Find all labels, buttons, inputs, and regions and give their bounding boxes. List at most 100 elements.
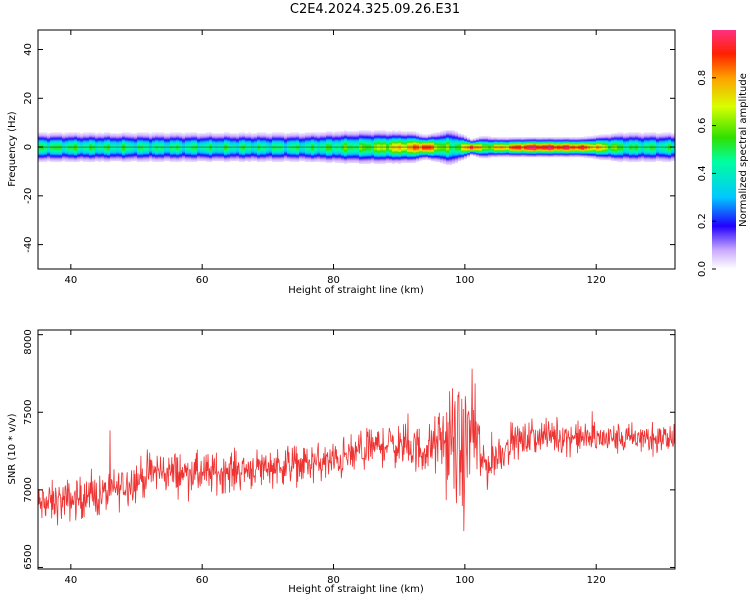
- heatmap-cell: [341, 147, 344, 149]
- heatmap-cell: [98, 132, 101, 134]
- heatmap-cell: [374, 149, 377, 152]
- heatmap-cell: [539, 142, 542, 144]
- heatmap-cell: [452, 144, 455, 146]
- heatmap-cell: [206, 158, 209, 161]
- heatmap-cell: [356, 136, 359, 138]
- heatmap-cell: [281, 133, 284, 135]
- heatmap-cell: [398, 159, 401, 162]
- heatmap-cell: [137, 160, 140, 163]
- heatmap-cell: [368, 133, 371, 135]
- heatmap-cell: [170, 159, 173, 162]
- heatmap-cell: [467, 147, 470, 149]
- heatmap-cell: [473, 154, 476, 157]
- heatmap-cell: [326, 155, 329, 158]
- heatmap-cell: [458, 142, 461, 144]
- heatmap-cell: [341, 137, 344, 139]
- heatmap-cell: [284, 141, 287, 143]
- heatmap-cell: [302, 141, 305, 143]
- heatmap-cell: [53, 152, 56, 155]
- heatmap-cell: [233, 138, 236, 140]
- heatmap-cell: [122, 142, 125, 144]
- heatmap-cell: [122, 149, 125, 151]
- heatmap-cell: [236, 159, 239, 162]
- heatmap-cell: [269, 144, 272, 146]
- heatmap-cell: [320, 159, 323, 162]
- heatmap-cell: [413, 145, 416, 147]
- heatmap-cell: [41, 143, 44, 145]
- heatmap-cell: [140, 141, 143, 143]
- heatmap-cell: [398, 130, 401, 132]
- heatmap-cell: [359, 158, 362, 161]
- heatmap-cell: [197, 133, 200, 135]
- heatmap-cell: [404, 138, 407, 140]
- heatmap-cell: [410, 155, 413, 158]
- heatmap-cell: [158, 135, 161, 137]
- heatmap-cell: [242, 133, 245, 135]
- heatmap-cell: [365, 144, 368, 146]
- heatmap-cell: [185, 147, 188, 149]
- heatmap-cell: [239, 141, 242, 143]
- heatmap-cell: [341, 157, 344, 160]
- heatmap-cell: [422, 158, 425, 161]
- heatmap-cell: [386, 143, 389, 145]
- heatmap-cell: [425, 155, 428, 158]
- heatmap-cell: [158, 160, 161, 163]
- heatmap-cell: [473, 147, 476, 149]
- heatmap-cell: [122, 159, 125, 162]
- heatmap-cell: [494, 137, 497, 139]
- heatmap-cell: [341, 142, 344, 144]
- heatmap-cell: [74, 152, 77, 155]
- heatmap-cell: [176, 138, 179, 140]
- heatmap-cell: [491, 147, 494, 149]
- heatmap-cell: [119, 135, 122, 137]
- heatmap-cell: [263, 144, 266, 146]
- heatmap-cell: [509, 140, 512, 142]
- heatmap-cell: [380, 149, 383, 152]
- heatmap-cell: [260, 145, 263, 147]
- heatmap-cell: [113, 151, 116, 154]
- heatmap-cell: [188, 132, 191, 134]
- heatmap-cell: [374, 162, 377, 165]
- heatmap-cell: [515, 145, 518, 147]
- heatmap-cell: [248, 150, 251, 153]
- heatmap-cell: [56, 139, 59, 141]
- heatmap-cell: [320, 149, 323, 152]
- heatmap-cell: [278, 140, 281, 142]
- heatmap-cell: [446, 136, 449, 138]
- heatmap-cell: [365, 149, 368, 152]
- heatmap-cell: [233, 137, 236, 139]
- heatmap-cell: [224, 156, 227, 159]
- heatmap-cell: [404, 141, 407, 143]
- heatmap-cell: [317, 136, 320, 138]
- heatmap-cell: [428, 155, 431, 158]
- heatmap-cell: [83, 139, 86, 141]
- heatmap-cell: [134, 145, 137, 147]
- heatmap-cell: [170, 155, 173, 158]
- heatmap-cell: [305, 160, 308, 163]
- heatmap-cell: [191, 159, 194, 162]
- heatmap-cell: [353, 157, 356, 160]
- heatmap-cell: [458, 143, 461, 145]
- heatmap-cell: [350, 144, 353, 146]
- heatmap-cell: [434, 134, 437, 136]
- heatmap-cell: [215, 147, 218, 149]
- heatmap-cell: [128, 140, 131, 142]
- heatmap-cell: [209, 136, 212, 138]
- heatmap-cell: [464, 157, 467, 160]
- heatmap-cell: [248, 149, 251, 152]
- heatmap-cell: [263, 147, 266, 149]
- heatmap-cell: [416, 141, 419, 143]
- heatmap-cell: [245, 134, 248, 136]
- heatmap-cell: [422, 136, 425, 138]
- heatmap-cell: [281, 144, 284, 146]
- heatmap-cell: [320, 150, 323, 153]
- heatmap-cell: [242, 149, 245, 151]
- heatmap-cell: [299, 137, 302, 139]
- heatmap-cell: [521, 154, 524, 157]
- heatmap-cell: [323, 158, 326, 161]
- heatmap-cell: [401, 155, 404, 158]
- heatmap-cell: [275, 155, 278, 158]
- heatmap-cell: [464, 152, 467, 155]
- heatmap-cell: [503, 149, 506, 151]
- heatmap-cell: [188, 153, 191, 156]
